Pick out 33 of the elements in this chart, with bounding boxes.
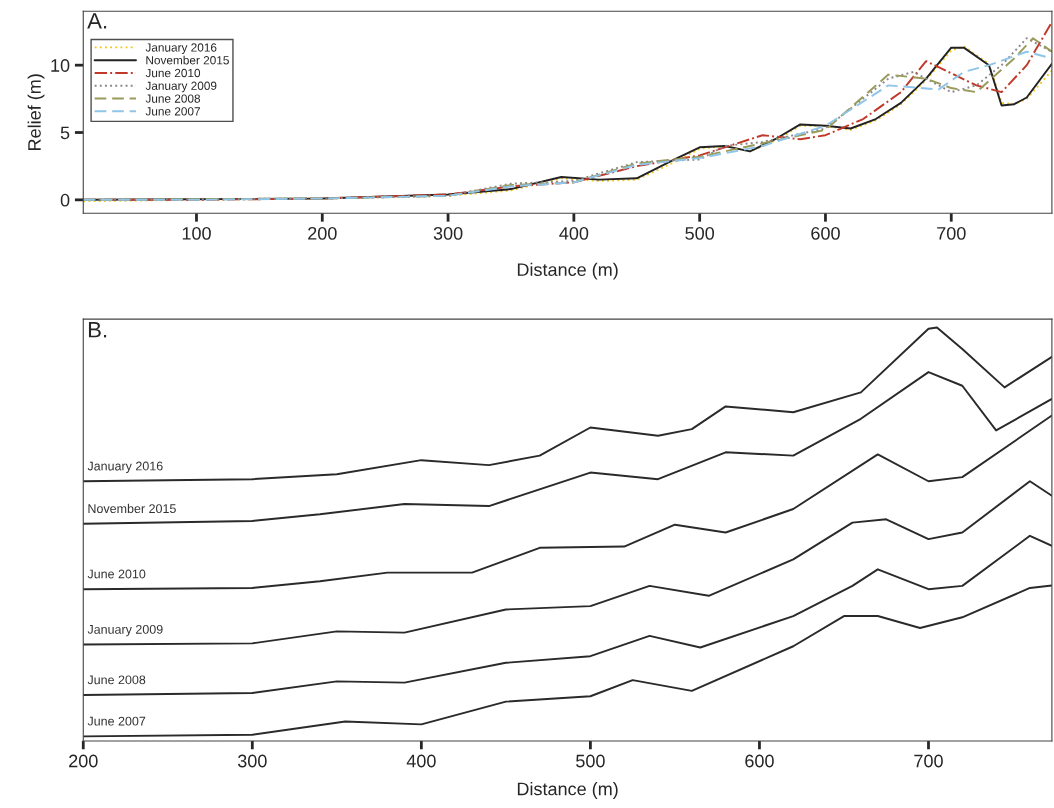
x-tick-label: 100 — [182, 226, 211, 240]
y-tick-label: 10 — [51, 59, 70, 72]
chart-title: B. — [88, 322, 107, 338]
legend-label: June 2007 — [145, 107, 200, 116]
series-label: June 2007 — [87, 716, 146, 726]
legend-label: January 2009 — [145, 81, 217, 93]
x-tick-label: 500 — [685, 226, 715, 240]
x-tick-label: 700 — [914, 754, 943, 768]
x-axis-title: Distance (m) — [517, 262, 618, 280]
x-tick-label: 200 — [69, 754, 98, 768]
x-tick-label: 200 — [308, 226, 337, 240]
x-tick-label: 300 — [433, 226, 463, 240]
series-label: January 2016 — [87, 461, 163, 473]
legend-label: January 2016 — [145, 43, 217, 54]
legend-label: November 2015 — [146, 55, 229, 65]
y-tick-label: 5 — [60, 126, 70, 140]
x-tick-label: 400 — [406, 754, 436, 768]
chart-title: A. — [87, 13, 107, 29]
series-label: June 2008 — [87, 675, 146, 685]
y-axis-title: Relief (m) — [27, 74, 45, 150]
series-label: June 2010 — [87, 569, 146, 579]
x-tick-label: 300 — [237, 754, 267, 768]
series-label: November 2015 — [88, 503, 176, 514]
y-tick-label: 0 — [60, 193, 70, 207]
x-tick-label: 600 — [811, 226, 840, 240]
x-tick-label: 600 — [745, 754, 774, 768]
x-tick-label: 700 — [937, 226, 966, 240]
x-tick-label: 400 — [559, 226, 589, 240]
legend-label: June 2010 — [145, 68, 201, 78]
series-label: January 2009 — [87, 624, 163, 637]
x-tick-label: 500 — [576, 754, 605, 768]
x-axis-title: Distance (m) — [517, 782, 618, 799]
legend-label: June 2008 — [145, 94, 201, 103]
